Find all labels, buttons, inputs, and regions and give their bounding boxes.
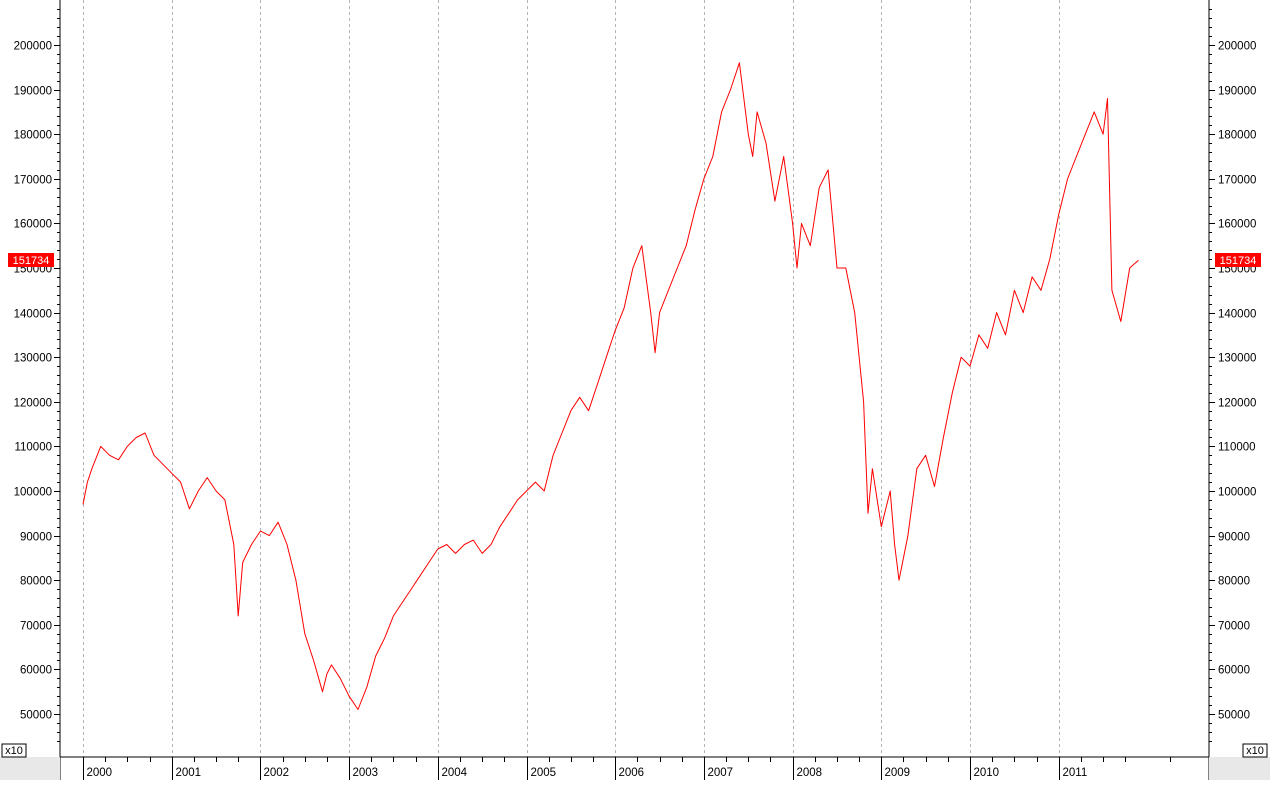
y-tick-label-right: 180000 (1218, 130, 1256, 142)
last-value-badge-left: 151734 (8, 253, 54, 267)
last-value-badge-right-bg (1215, 253, 1261, 267)
y-tick-label-right: 170000 (1218, 175, 1256, 187)
y-tick-label-left: 140000 (14, 309, 52, 321)
y-tick-label-right: 140000 (1218, 309, 1256, 321)
x-tick-label: 2007 (708, 767, 734, 779)
y-tick-label-right: 200000 (1218, 41, 1256, 53)
y-tick-label-left: 100000 (14, 487, 52, 499)
scale-badge-right: x10 (1242, 743, 1268, 758)
y-tick-label-right: 80000 (1218, 576, 1250, 588)
y-tick-label-left: 70000 (20, 621, 52, 633)
series-line (82, 62, 1139, 710)
x-tick-label: 2011 (1063, 767, 1088, 779)
y-tick-label-left: 50000 (20, 710, 52, 722)
x-tick-label: 2004 (442, 767, 468, 779)
y-tick-label-right: 160000 (1218, 219, 1256, 231)
y-tick-label-right: 190000 (1218, 86, 1256, 98)
x-tick-label: 2005 (531, 767, 557, 779)
y-tick-label-left: 90000 (20, 532, 52, 544)
x-tick-label: 2006 (619, 767, 645, 779)
corner-left (0, 757, 60, 780)
grid-layer (83, 0, 1060, 757)
x-tick-label: 2008 (797, 767, 823, 779)
last-value-badge-right: 151734 (1215, 253, 1261, 267)
x-tick-label: 2001 (176, 767, 202, 779)
last-value-badge-left-text: 151734 (13, 255, 50, 267)
y-tick-label-left: 170000 (14, 175, 52, 187)
y-tick-label-left: 80000 (20, 576, 52, 588)
y-tick-label-right: 50000 (1218, 710, 1250, 722)
x-tick-label: 2002 (264, 767, 290, 779)
corner-right (1209, 757, 1270, 780)
last-value-badge-right-text: 151734 (1220, 255, 1257, 267)
y-tick-label-right: 120000 (1218, 398, 1256, 410)
x-tick-label: 2000 (87, 767, 113, 779)
scale-badge-right-box (1242, 743, 1268, 758)
y-tick-label-left: 60000 (20, 665, 52, 677)
y-tick-label-left: 120000 (14, 398, 52, 410)
y-tick-label-right: 90000 (1218, 532, 1250, 544)
x-tick-label: 2010 (974, 767, 1000, 779)
y-tick-label-left: 200000 (14, 41, 52, 53)
scale-badge-left-text: x10 (5, 745, 23, 757)
y-tick-label-left: 110000 (14, 442, 52, 454)
y-tick-label-right: 110000 (1218, 442, 1256, 454)
scale-badge-left-box (1, 743, 27, 758)
scale-badge-right-text: x10 (1246, 745, 1264, 757)
y-tick-label-right: 60000 (1218, 665, 1250, 677)
x-tick-label: 2003 (353, 767, 379, 779)
scale-badge-left: x10 (1, 743, 27, 758)
x-tick-label: 2009 (885, 767, 911, 779)
y-tick-label-left: 130000 (14, 353, 52, 365)
y-tick-label-left: 180000 (14, 130, 52, 142)
badge-layer: 151734 151734 x10 x10 (1, 253, 1268, 758)
y-tick-label-left: 160000 (14, 219, 52, 231)
series-layer (82, 62, 1139, 710)
y-tick-label-right: 100000 (1218, 487, 1256, 499)
y-tick-label-right: 130000 (1218, 353, 1256, 365)
last-value-badge-left-bg (8, 253, 54, 267)
y-tick-label-right: 70000 (1218, 621, 1250, 633)
y-tick-label-left: 190000 (14, 86, 52, 98)
